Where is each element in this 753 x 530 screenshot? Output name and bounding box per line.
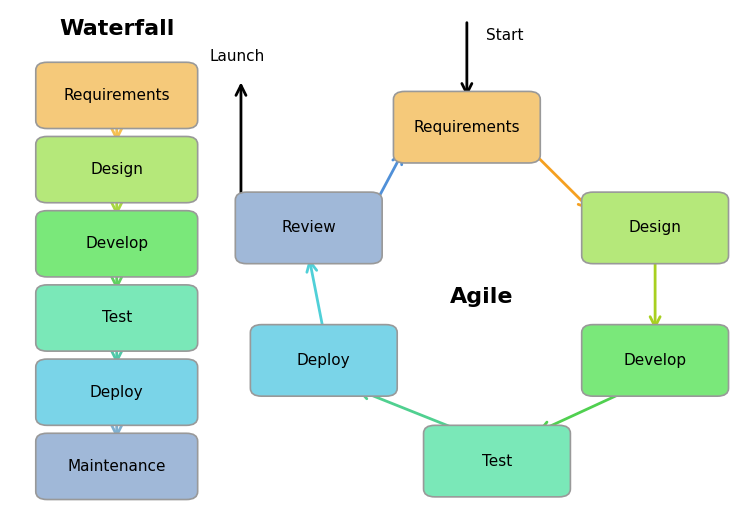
- FancyBboxPatch shape: [35, 210, 197, 277]
- Text: Requirements: Requirements: [413, 120, 520, 135]
- Text: Develop: Develop: [623, 353, 687, 368]
- Text: Test: Test: [482, 454, 512, 469]
- Text: Test: Test: [102, 311, 132, 325]
- Text: Waterfall: Waterfall: [59, 19, 175, 39]
- Text: Design: Design: [90, 162, 143, 177]
- FancyBboxPatch shape: [250, 324, 398, 396]
- FancyBboxPatch shape: [35, 136, 197, 202]
- FancyBboxPatch shape: [35, 359, 197, 425]
- FancyBboxPatch shape: [235, 192, 382, 264]
- FancyBboxPatch shape: [35, 434, 197, 499]
- Text: Start: Start: [486, 28, 523, 43]
- Text: Review: Review: [282, 220, 336, 235]
- FancyBboxPatch shape: [581, 324, 729, 396]
- FancyBboxPatch shape: [423, 425, 571, 497]
- Text: Maintenance: Maintenance: [68, 459, 166, 474]
- Text: Deploy: Deploy: [90, 385, 144, 400]
- FancyBboxPatch shape: [35, 63, 197, 129]
- Text: Agile: Agile: [450, 287, 514, 307]
- Text: Launch: Launch: [209, 49, 265, 64]
- Text: Requirements: Requirements: [63, 88, 170, 103]
- Text: Develop: Develop: [85, 236, 148, 251]
- Text: Deploy: Deploy: [297, 353, 351, 368]
- Text: Design: Design: [629, 220, 681, 235]
- FancyBboxPatch shape: [581, 192, 729, 264]
- FancyBboxPatch shape: [35, 285, 197, 351]
- FancyBboxPatch shape: [393, 91, 541, 163]
